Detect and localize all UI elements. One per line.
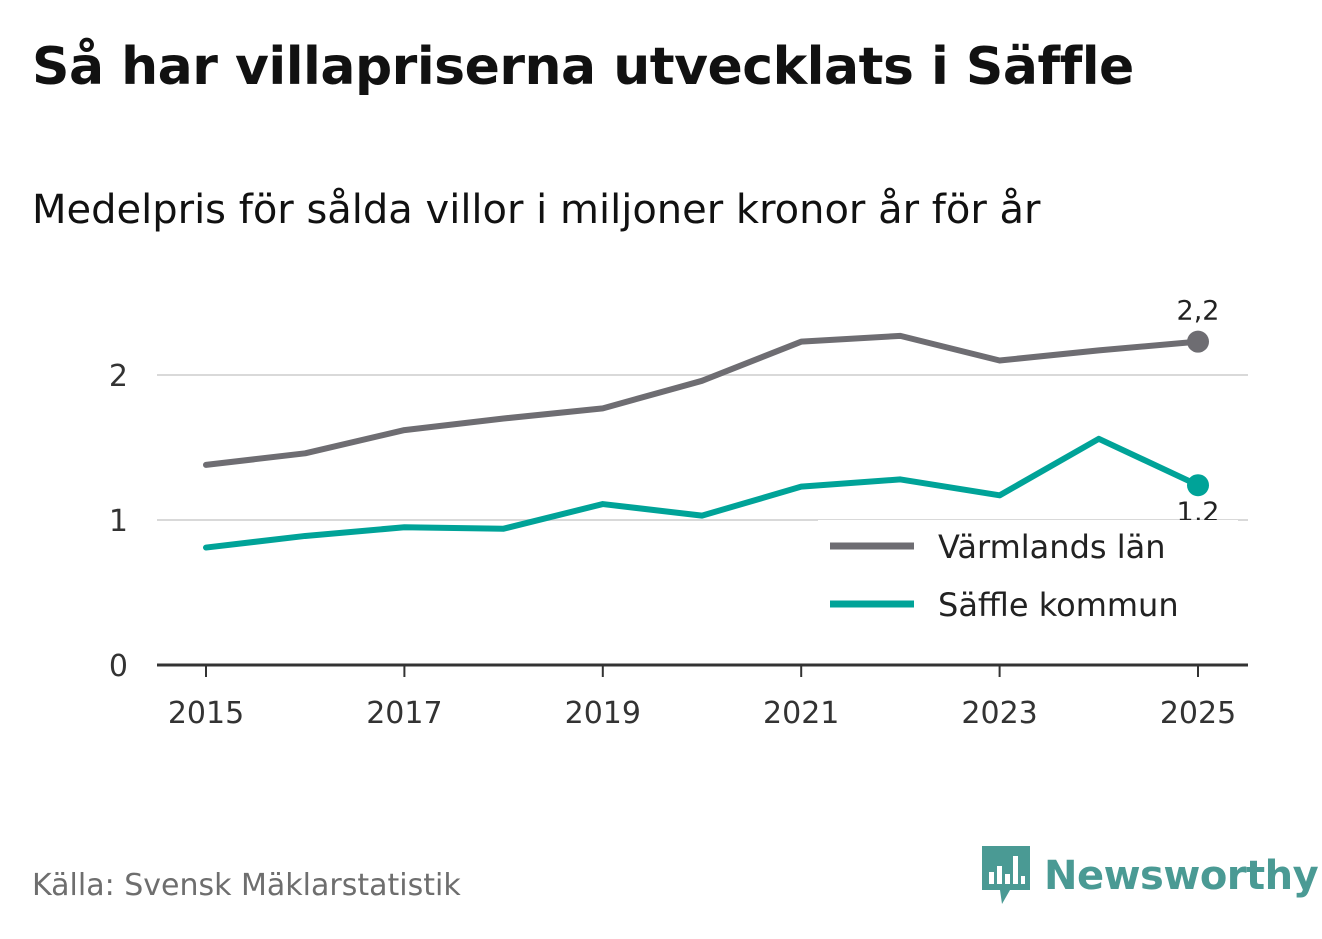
- x-tick-label: 2021: [763, 696, 839, 731]
- x-tick-label: 2017: [366, 696, 442, 731]
- data-point: [1187, 474, 1209, 497]
- x-tick-label: 2023: [961, 696, 1037, 731]
- newsworthy-logo-text: Newsworthy: [1044, 853, 1319, 899]
- x-tick-label: 2015: [168, 696, 244, 731]
- x-tick-label: 2019: [565, 696, 641, 731]
- end-value-label: 2,2: [1177, 296, 1220, 327]
- legend-label-varmlands-lan: Värmlands län: [938, 528, 1166, 566]
- legend-label-saffle-kommun: Säffle kommun: [938, 586, 1179, 624]
- chart-title: Så har villapriserna utvecklats i Säffle: [32, 37, 1134, 97]
- data-point: [1187, 330, 1209, 353]
- newsworthy-logo: Newsworthy: [982, 846, 1319, 906]
- legend-background: [818, 520, 1238, 640]
- series-lines: 2,21,2: [203, 296, 1220, 551]
- x-tick-label: 2025: [1160, 696, 1236, 731]
- y-tick-label: 2: [109, 359, 128, 394]
- y-tick-label: 1: [109, 504, 128, 539]
- axes: 0 1 2 2015 2017 2019 2021 2023 2025: [109, 359, 1248, 731]
- source-note: Källa: Svensk Mäklarstatistik: [32, 868, 461, 903]
- series-line-0: [203, 332, 1201, 468]
- legend: Värmlands län Säffle kommun: [818, 520, 1238, 640]
- newsworthy-logo-icon: [982, 846, 1030, 904]
- chart-subtitle: Medelpris för sålda villor i miljoner kr…: [32, 187, 1041, 233]
- y-tick-label: 0: [109, 649, 128, 684]
